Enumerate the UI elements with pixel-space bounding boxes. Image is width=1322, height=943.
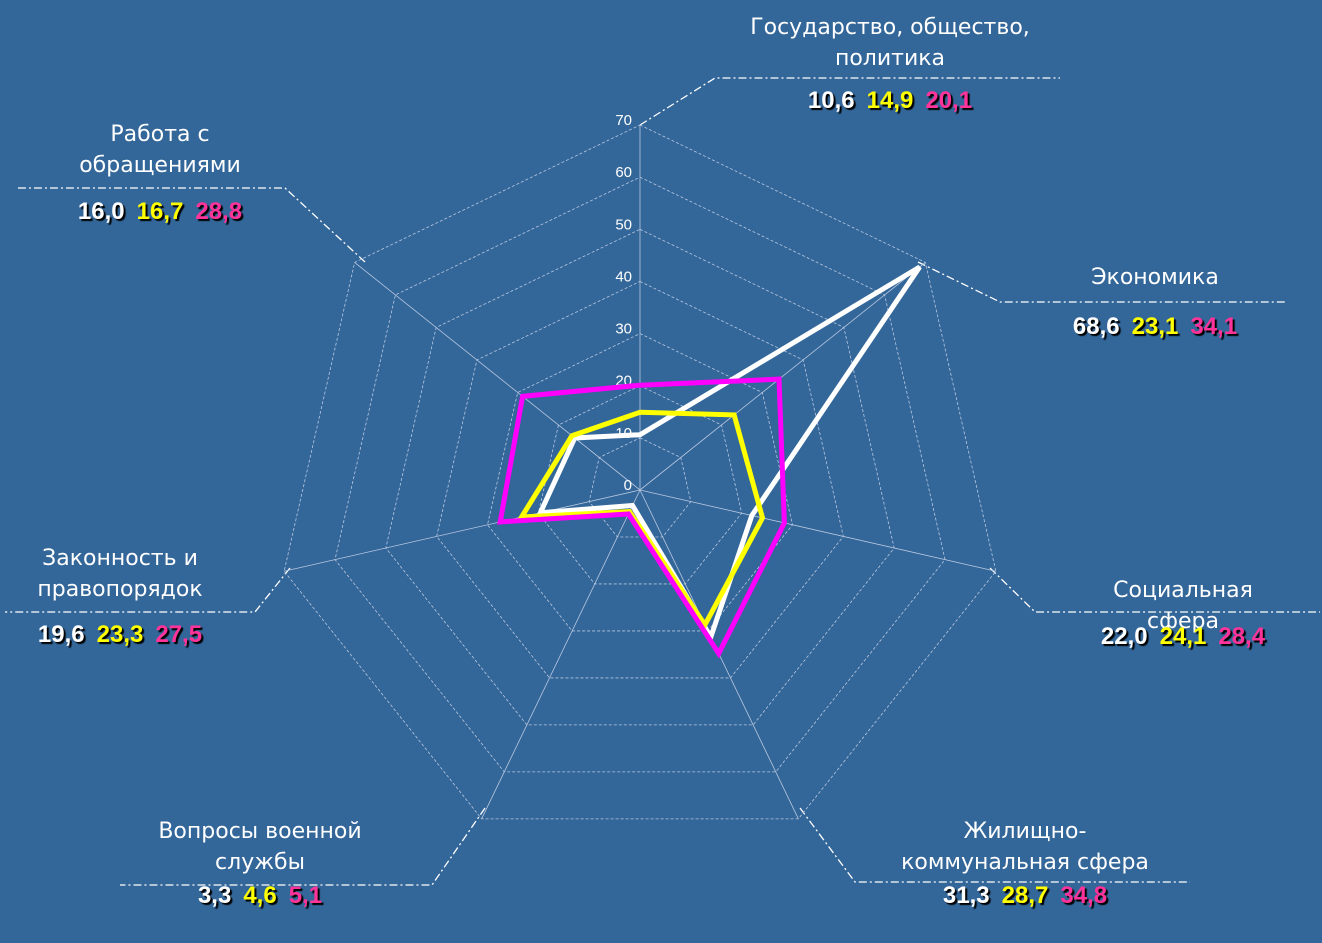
value-label: 3,3 [197,882,232,909]
grid-ring [537,385,743,585]
value-label: 23,3 [96,621,144,648]
leader-line [989,567,1320,613]
axis-spoke [639,489,996,572]
value-row: 19,6 23,3 27,5 [38,621,202,649]
category-label: Законность и правопорядок [37,546,203,602]
value-label: 19,6 [37,621,85,648]
grid-ring [588,437,692,538]
category-label: Вопросы военной службы [158,819,362,875]
value-row: 10,6 14,9 20,1 [808,87,972,115]
leader-line [917,261,1285,303]
value-row: 68,6 23,1 34,1 [1073,313,1237,341]
tick-label: 70 [615,112,632,129]
value-row: 22,0 24,1 28,4 [1101,623,1265,651]
grid-ring [487,333,793,632]
value-label: 14,9 [866,87,914,114]
axis-spoke [639,262,926,491]
category-label: Работа с обращениями [79,122,241,178]
tick-label: 50 [615,216,632,233]
value-label: 28,4 [1218,623,1266,650]
value-label: 10,6 [807,87,855,114]
leaders [5,77,1320,886]
category-label: Жилищно- коммунальная сфера [901,819,1149,875]
value-label: 23,1 [1131,313,1179,340]
value-label: 68,6 [1072,313,1120,340]
series-line [497,376,787,659]
grid-ring [436,280,844,679]
value-label: 28,7 [1001,882,1049,909]
tick-label: 0 [624,477,632,494]
category-label: Экономика [1091,265,1219,290]
leader-line [5,567,291,613]
value-row: 3,3 4,6 5,1 [198,882,322,910]
value-label: 31,3 [942,882,990,909]
grid-ring [385,228,895,726]
grid-ring [283,124,997,820]
axis-spoke [354,262,641,491]
leader-line [799,807,1190,883]
grid-ring [334,176,946,773]
value-row: 16,0 16,7 28,8 [78,198,242,226]
value-label: 4,6 [243,882,277,909]
value-label: 28,8 [195,198,243,225]
value-label: 27,5 [155,621,203,648]
value-label: 20,1 [925,87,973,114]
tick-label: 60 [615,164,632,181]
tick-label: 30 [615,321,632,338]
value-label: 16,0 [77,198,125,225]
value-label: 34,8 [1060,882,1108,909]
value-label: 22,0 [1100,623,1148,650]
leader-line [15,187,366,263]
axis-spoke [284,489,641,572]
category-label: Государство, общество, политика [750,15,1030,71]
value-row: 31,3 28,7 34,8 [943,882,1107,910]
value-label: 34,1 [1190,313,1238,340]
value-label: 16,7 [136,198,184,225]
axis-spoke [481,489,641,820]
series-line [516,409,766,630]
tick-label: 40 [615,268,632,285]
value-label: 5,1 [288,882,323,909]
category-label: Социальная сфера [1113,578,1253,634]
value-label: 24,1 [1159,623,1207,650]
